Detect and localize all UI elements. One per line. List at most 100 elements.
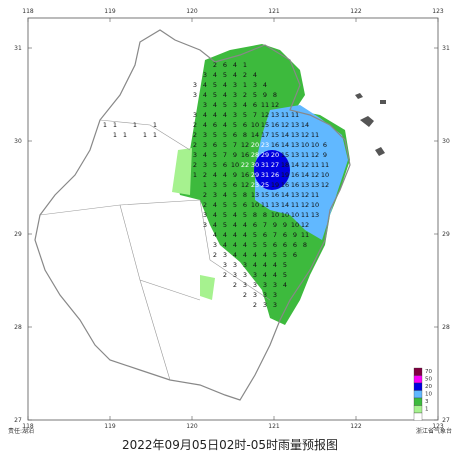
rain-value: 2	[203, 191, 207, 199]
rain-value: 12	[301, 131, 309, 139]
rain-value: 12	[301, 191, 309, 199]
rain-value: 4	[233, 241, 237, 249]
rain-value: 10	[281, 211, 289, 219]
rain-value: 10	[311, 141, 319, 149]
rain-value: 16	[281, 181, 289, 189]
rain-value: 16	[271, 141, 279, 149]
rain-value: 9	[263, 91, 267, 99]
rain-value: 4	[253, 261, 257, 269]
rain-value: 4	[263, 261, 267, 269]
rain-value: 31	[261, 161, 269, 169]
rain-value: 4	[233, 71, 237, 79]
rain-value: 4	[223, 81, 227, 89]
rain-value: 6	[223, 61, 227, 69]
rain-value: 1	[153, 121, 157, 129]
rain-value: 8	[243, 191, 247, 199]
legend-swatch	[413, 405, 423, 414]
rain-value: 29	[261, 151, 269, 159]
rain-value: 14	[281, 191, 289, 199]
rain-value: 13	[301, 181, 309, 189]
rain-value: 12	[301, 221, 309, 229]
rain-value: 4	[223, 231, 227, 239]
rain-value: 6	[243, 121, 247, 129]
islands	[355, 93, 386, 156]
legend-swatch	[413, 382, 423, 391]
rain-value: 4	[253, 251, 257, 259]
rain-value: 2	[203, 171, 207, 179]
rain-value: 4	[223, 121, 227, 129]
rain-value: 12	[261, 111, 269, 119]
rain-value: 5	[233, 121, 237, 129]
rain-value: 4	[243, 251, 247, 259]
rain-value: 4	[233, 61, 237, 69]
rain-value: 13	[291, 151, 299, 159]
rain-value: 3	[203, 71, 207, 79]
rain-value: 23	[251, 181, 259, 189]
rain-value: 10	[291, 221, 299, 229]
rain-value: 4	[243, 101, 247, 109]
rain-value: 11	[311, 131, 319, 139]
lon-tick-label: 123	[432, 8, 444, 15]
rain-value: 4	[263, 81, 267, 89]
rain-value: 4	[233, 251, 237, 259]
rain-value: 2	[193, 121, 197, 129]
rain-value: 4	[223, 91, 227, 99]
lat-tick-label: 27	[14, 417, 22, 424]
rain-value: 2	[233, 281, 237, 289]
rain-value: 5	[223, 221, 227, 229]
rain-value: 6	[323, 141, 327, 149]
rain-value: 2	[193, 161, 197, 169]
rain-value: 16	[291, 171, 299, 179]
rain-value: 20	[251, 141, 259, 149]
rain-value: 3	[233, 81, 237, 89]
rain-value: 17	[261, 131, 269, 139]
rain-value: 13	[271, 111, 279, 119]
rain-value: 3	[233, 91, 237, 99]
rain-value: 20	[271, 151, 279, 159]
rain-value: 6	[253, 221, 257, 229]
rain-value: 11	[321, 161, 329, 169]
legend-label: 50	[425, 377, 432, 383]
footer-left: 责任:湖泊	[8, 427, 34, 435]
rain-value: 6	[283, 231, 287, 239]
rain-value: 15	[281, 151, 289, 159]
rain-value: 4	[223, 171, 227, 179]
rain-value: 12	[241, 141, 249, 149]
rain-value: 13	[291, 141, 299, 149]
lon-tick-label-bottom: 118	[22, 423, 34, 430]
rain-value: 13	[311, 211, 319, 219]
lon-tick-label: 122	[350, 8, 362, 15]
rain-value: 12	[241, 181, 249, 189]
rain-value: 27	[271, 161, 279, 169]
rain-value: 6	[293, 241, 297, 249]
rain-value: 1	[243, 61, 247, 69]
rain-value: 3	[203, 101, 207, 109]
rain-value: 9	[283, 221, 287, 229]
rain-value: 6	[233, 131, 237, 139]
rain-value: 5	[283, 261, 287, 269]
rain-value: 3	[203, 161, 207, 169]
rain-value: 6	[243, 201, 247, 209]
rain-value: 3	[233, 261, 237, 269]
rain-value: 2	[193, 131, 197, 139]
rain-value: 6	[263, 231, 267, 239]
map-title: 2022年09月05日02时-05时雨量预报图	[122, 437, 338, 452]
lat-tick-label-right: 27	[442, 417, 450, 424]
rain-value: 5	[233, 191, 237, 199]
rain-value: 11	[291, 111, 299, 119]
rain-value: 19	[281, 171, 289, 179]
lon-tick-label-bottom: 123	[432, 423, 444, 430]
legend-label: 1	[425, 407, 429, 413]
rain-value: 5	[223, 141, 227, 149]
rain-value: 12	[271, 101, 279, 109]
rain-value: 13	[251, 191, 259, 199]
rain-value: 5	[273, 251, 277, 259]
rain-value: 14	[291, 161, 299, 169]
rain-value: 5	[213, 81, 217, 89]
rain-value: 4	[213, 101, 217, 109]
rain-value: 10	[291, 211, 299, 219]
rain-value: 4	[233, 211, 237, 219]
rain-value: 3	[273, 301, 277, 309]
rain-area-10	[255, 105, 348, 240]
